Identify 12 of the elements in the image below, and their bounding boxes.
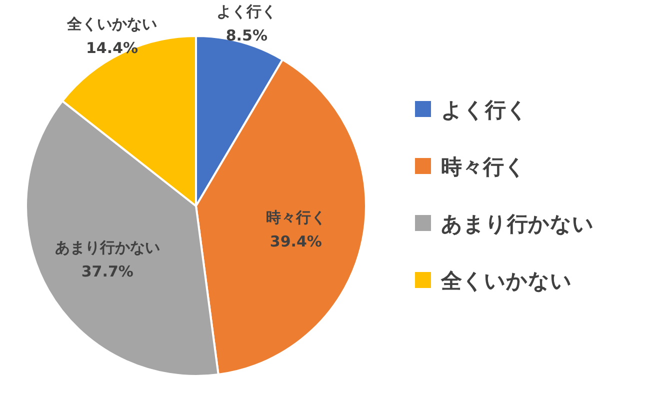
slice-label: 全くいかない — [66, 15, 158, 34]
legend-label: あまり行かない — [441, 212, 594, 236]
legend-label: 時々行く — [441, 155, 526, 179]
data-label: 37.7% — [81, 262, 134, 281]
legend-label: 全くいかない — [440, 269, 572, 293]
slice-label: あまり行かない — [54, 238, 160, 257]
slice-label: 時々行く — [266, 208, 326, 226]
data-label: 14.4% — [86, 39, 138, 58]
data-label: 39.4% — [270, 232, 322, 250]
legend-label: よく行く — [441, 98, 528, 122]
data-label: 8.5% — [226, 26, 268, 45]
slice-label: よく行く — [216, 2, 277, 21]
